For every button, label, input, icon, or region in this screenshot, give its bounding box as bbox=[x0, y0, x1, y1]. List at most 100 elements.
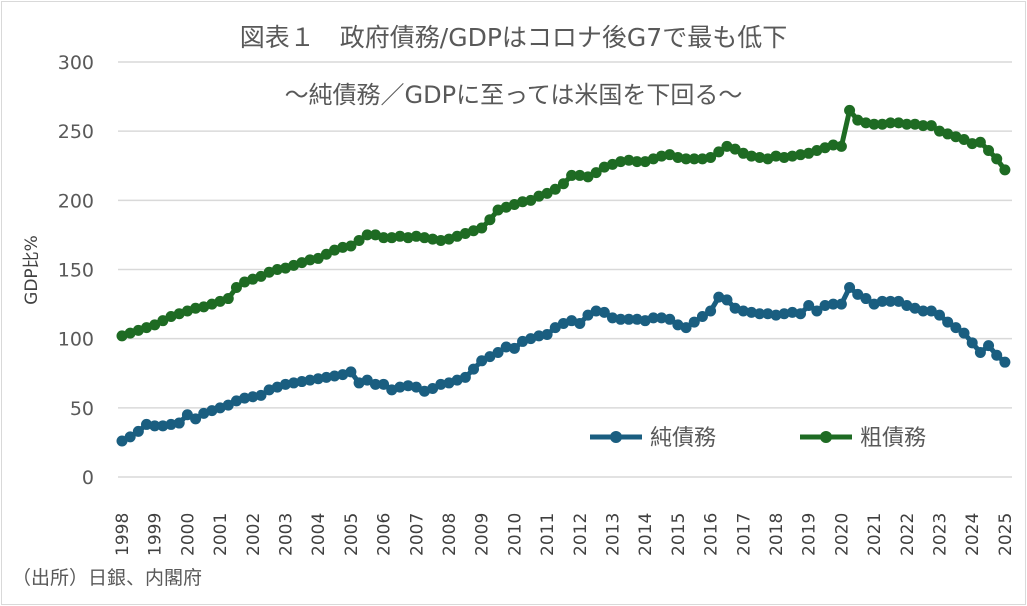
data-point bbox=[222, 399, 234, 411]
data-point bbox=[770, 309, 782, 321]
data-point bbox=[541, 329, 553, 341]
data-point bbox=[696, 153, 708, 165]
data-point bbox=[786, 306, 798, 318]
data-point bbox=[418, 232, 430, 244]
x-tick-label: 2017 bbox=[734, 513, 754, 556]
data-point bbox=[991, 153, 1003, 165]
data-point bbox=[999, 164, 1011, 176]
data-point bbox=[852, 288, 864, 300]
data-point bbox=[369, 378, 381, 390]
data-point bbox=[361, 374, 373, 386]
data-point bbox=[803, 299, 815, 311]
data-point bbox=[835, 298, 847, 310]
data-point bbox=[271, 264, 283, 275]
data-point bbox=[974, 347, 986, 358]
data-point bbox=[631, 156, 643, 168]
data-point bbox=[966, 337, 978, 349]
data-point bbox=[925, 120, 937, 132]
y-tick-label: 150 bbox=[58, 260, 94, 282]
data-point bbox=[688, 316, 700, 328]
data-point bbox=[795, 149, 807, 161]
data-point bbox=[656, 150, 668, 162]
data-point bbox=[934, 309, 945, 321]
data-point bbox=[378, 378, 390, 390]
data-point bbox=[312, 373, 324, 385]
data-point bbox=[860, 293, 872, 305]
data-point bbox=[598, 306, 610, 318]
data-point bbox=[582, 309, 594, 321]
data-point bbox=[844, 104, 856, 116]
x-tick-label: 2014 bbox=[636, 513, 656, 556]
data-point bbox=[557, 178, 569, 190]
data-point bbox=[958, 133, 970, 145]
data-point bbox=[435, 234, 447, 246]
data-point bbox=[222, 293, 234, 305]
x-tick-label: 2009 bbox=[473, 513, 493, 556]
y-tick-label: 0 bbox=[82, 467, 94, 489]
data-point bbox=[141, 418, 153, 430]
data-point bbox=[345, 366, 357, 378]
data-point bbox=[320, 371, 332, 383]
x-tick-label: 2020 bbox=[832, 513, 852, 556]
data-point bbox=[525, 194, 537, 206]
data-point bbox=[754, 151, 766, 163]
data-point bbox=[574, 317, 586, 329]
data-point bbox=[149, 420, 161, 432]
data-point bbox=[255, 270, 267, 282]
y-tick-label: 200 bbox=[58, 190, 94, 212]
data-point bbox=[296, 376, 308, 388]
x-tick-label: 2004 bbox=[309, 513, 329, 556]
data-point bbox=[778, 308, 790, 320]
data-point bbox=[394, 230, 406, 242]
data-point bbox=[549, 183, 561, 195]
data-point bbox=[705, 151, 717, 163]
data-point bbox=[181, 409, 193, 421]
data-point bbox=[173, 417, 185, 429]
data-point bbox=[680, 153, 692, 165]
data-point bbox=[337, 241, 349, 253]
data-point bbox=[909, 118, 921, 130]
data-point bbox=[811, 305, 823, 317]
x-tick-label: 2011 bbox=[538, 513, 558, 556]
data-point bbox=[631, 313, 643, 325]
data-point bbox=[827, 298, 839, 310]
x-tick-label: 2006 bbox=[375, 513, 395, 556]
data-point bbox=[427, 233, 439, 245]
data-point bbox=[876, 118, 888, 130]
data-point bbox=[239, 392, 251, 404]
x-tick-label: 2001 bbox=[211, 513, 231, 556]
data-point bbox=[320, 248, 332, 260]
data-point bbox=[983, 145, 995, 157]
data-point bbox=[132, 425, 144, 437]
data-point bbox=[884, 295, 896, 307]
data-point bbox=[402, 232, 414, 244]
data-point bbox=[190, 413, 202, 425]
data-point bbox=[713, 146, 725, 158]
data-point bbox=[312, 252, 324, 264]
data-point bbox=[950, 322, 962, 334]
data-point bbox=[590, 167, 602, 179]
data-point bbox=[835, 140, 847, 152]
data-point bbox=[819, 299, 831, 311]
data-point bbox=[876, 295, 888, 307]
data-point bbox=[974, 136, 986, 148]
x-tick-label: 2015 bbox=[669, 513, 689, 556]
data-point bbox=[656, 312, 668, 324]
source-note: （出所）日銀、内閣府 bbox=[12, 567, 203, 589]
data-point bbox=[492, 347, 504, 358]
x-tick-label: 2021 bbox=[865, 513, 885, 556]
x-tick-label: 2005 bbox=[342, 513, 362, 556]
data-point bbox=[378, 232, 390, 244]
x-tick-label: 2012 bbox=[571, 513, 591, 556]
data-point bbox=[427, 382, 439, 394]
data-point bbox=[615, 313, 627, 325]
y-tick-label: 50 bbox=[70, 398, 94, 420]
data-point bbox=[533, 330, 545, 342]
data-point bbox=[157, 315, 169, 327]
data-point bbox=[607, 312, 618, 324]
data-point bbox=[901, 118, 913, 130]
data-point bbox=[705, 305, 717, 317]
data-point bbox=[917, 305, 929, 317]
